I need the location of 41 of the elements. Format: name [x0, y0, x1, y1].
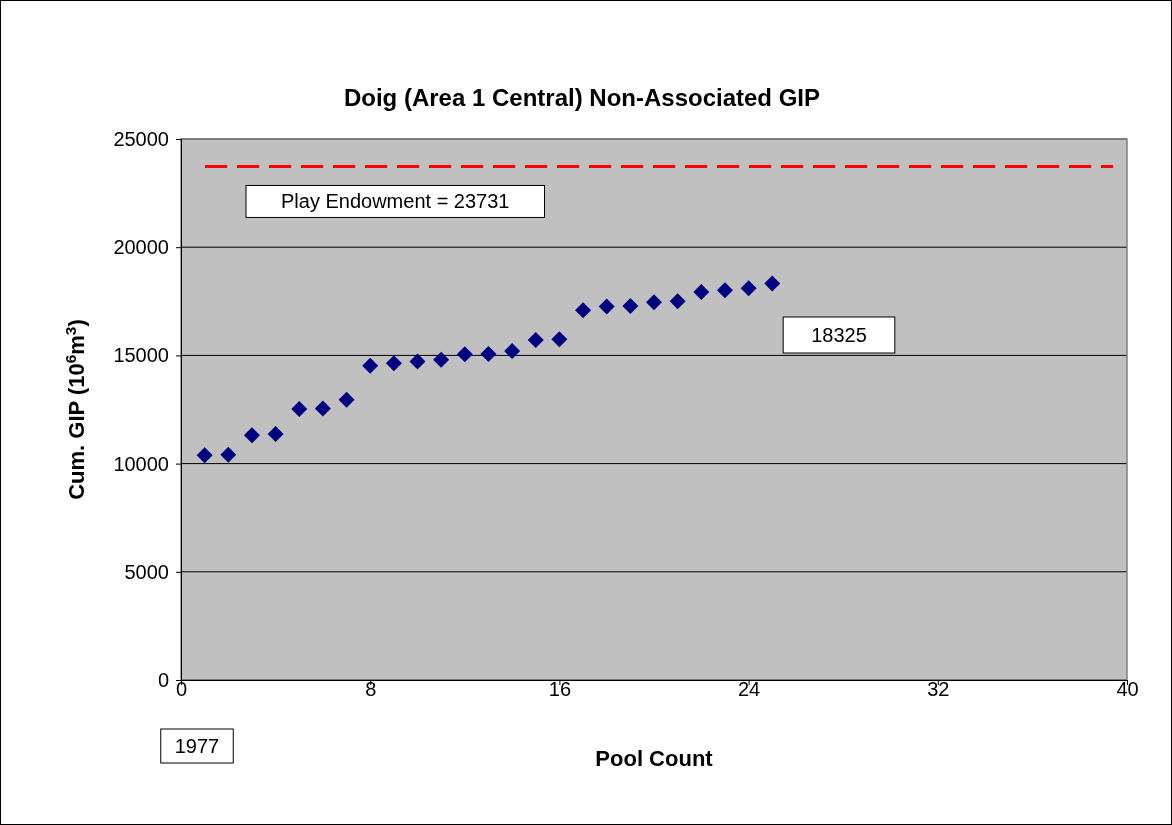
- ref-line-label: Play Endowment = 23731: [281, 190, 510, 213]
- point: [314, 400, 331, 417]
- x-tick-label: 0: [175, 678, 188, 700]
- point: [243, 427, 260, 444]
- point: [433, 351, 450, 368]
- point: [598, 298, 615, 315]
- point: [551, 331, 568, 348]
- point: [196, 447, 213, 464]
- chart-title: Doig (Area 1 Central) Non-Associated GIP: [343, 84, 821, 111]
- x-tick-label: 8: [365, 678, 377, 700]
- point: [362, 357, 379, 374]
- point: [291, 401, 308, 418]
- point: [575, 302, 592, 319]
- point: [669, 293, 686, 310]
- point: [504, 343, 521, 360]
- x-tick-label: 16: [548, 678, 572, 700]
- x-axis-title: Pool Count: [595, 746, 714, 771]
- y-tick-label: 10000: [113, 452, 169, 475]
- point: [622, 298, 639, 315]
- point: [480, 346, 497, 363]
- point: [409, 353, 426, 370]
- y-tick-label: 5000: [124, 560, 169, 583]
- point: [338, 391, 355, 408]
- point: [220, 446, 237, 463]
- x-tick-label: 40: [1116, 678, 1139, 700]
- point: [740, 280, 757, 297]
- point: [646, 294, 662, 311]
- point: [764, 275, 781, 292]
- point: [693, 283, 710, 300]
- y-tick-label: 25000: [113, 127, 169, 150]
- point: [267, 425, 284, 442]
- point: [527, 332, 544, 349]
- x-tick-label: 24: [737, 678, 761, 700]
- y-tick-label: 15000: [113, 344, 169, 367]
- point: [385, 355, 402, 372]
- y-tick-label: 20000: [113, 236, 169, 259]
- point: [716, 282, 733, 299]
- x-tick-label: 32: [927, 678, 950, 700]
- text: 1977: [174, 735, 220, 757]
- point: [456, 346, 473, 363]
- annotation: 18325: [811, 324, 867, 346]
